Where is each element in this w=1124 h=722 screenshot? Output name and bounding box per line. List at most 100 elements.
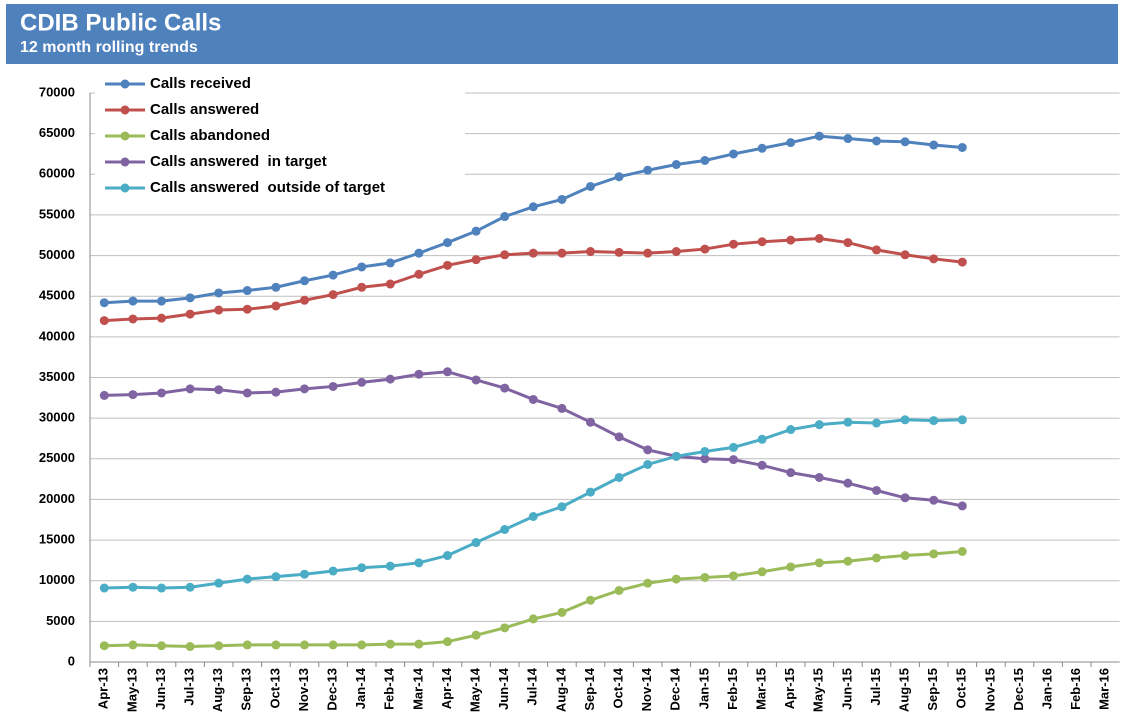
data-point: [185, 309, 195, 319]
data-point: [643, 459, 653, 469]
data-point: [271, 640, 281, 650]
legend-marker: [120, 131, 130, 141]
data-point: [385, 258, 395, 268]
data-point: [300, 295, 309, 305]
data-point: [185, 642, 195, 652]
data-point: [271, 301, 281, 311]
data-point: [557, 248, 567, 258]
data-point: [729, 149, 738, 159]
data-point: [414, 248, 424, 258]
data-point: [271, 387, 281, 397]
data-point: [528, 248, 538, 258]
data-point: [128, 582, 138, 592]
data-point: [757, 460, 767, 470]
data-point: [99, 390, 109, 400]
data-point: [700, 155, 710, 165]
data-point: [957, 546, 967, 556]
x-tick-label: Feb-16: [1068, 668, 1083, 710]
y-tick-label: 65000: [39, 125, 75, 140]
x-tick-label: Nov-14: [639, 667, 654, 711]
data-point: [929, 140, 939, 150]
y-tick-label: 50000: [39, 247, 75, 262]
data-point: [929, 254, 939, 264]
y-tick-label: 5000: [46, 613, 75, 628]
title-bar: [6, 4, 1118, 64]
legend-marker: [120, 183, 130, 193]
data-point: [157, 583, 166, 593]
x-tick-label: Mar-16: [1097, 668, 1112, 710]
data-point: [872, 553, 881, 563]
data-point: [900, 493, 910, 503]
data-point: [99, 316, 109, 326]
data-point: [500, 383, 510, 393]
chart-title: CDIB Public Calls: [20, 9, 221, 36]
data-point: [300, 569, 309, 579]
data-point: [872, 136, 881, 146]
x-tick-label: Sep-14: [582, 667, 597, 710]
data-point: [471, 226, 481, 236]
x-tick-label: Oct-15: [954, 668, 969, 708]
data-point: [929, 495, 939, 505]
data-point: [757, 434, 767, 444]
y-tick-label: 35000: [39, 369, 75, 384]
x-tick-label: Jun-15: [839, 668, 854, 710]
y-tick-label: 70000: [39, 84, 75, 99]
legend-label: Calls received: [150, 75, 251, 92]
x-tick-label: Mar-14: [410, 667, 425, 710]
data-point: [500, 212, 510, 222]
x-tick-label: Jul-14: [525, 667, 540, 705]
data-point: [957, 257, 967, 267]
data-point: [242, 574, 252, 584]
x-tick-label: Aug-13: [210, 668, 225, 712]
data-point: [528, 202, 538, 212]
data-point: [729, 239, 738, 249]
x-tick-label: Feb-15: [725, 668, 740, 710]
data-point: [271, 572, 281, 582]
data-point: [757, 567, 767, 577]
data-point: [328, 566, 338, 576]
y-tick-label: 20000: [39, 491, 75, 506]
data-point: [328, 270, 338, 280]
legend-marker: [120, 105, 130, 115]
x-tick-label: Jun-14: [496, 667, 511, 710]
data-point: [414, 269, 424, 279]
data-point: [328, 640, 338, 650]
data-point: [99, 298, 109, 308]
data-point: [214, 288, 224, 298]
data-point: [185, 582, 195, 592]
data-point: [957, 501, 967, 511]
data-point: [157, 313, 166, 323]
legend-label: Calls abandoned: [150, 127, 270, 144]
x-tick-label: Nov-13: [296, 668, 311, 711]
series-line: [104, 370, 963, 508]
data-point: [214, 578, 224, 588]
data-point: [557, 403, 567, 413]
legend-marker: [120, 79, 130, 89]
data-point: [729, 571, 738, 581]
data-point: [843, 478, 853, 488]
data-point: [700, 572, 710, 582]
data-point: [957, 415, 967, 425]
data-point: [328, 290, 338, 300]
data-point: [357, 640, 367, 650]
series-line: [104, 549, 963, 649]
legend: Calls received Calls answered Calls abando…: [95, 72, 465, 202]
data-point: [671, 574, 681, 584]
data-point: [900, 137, 910, 147]
data-point: [271, 282, 281, 292]
data-point: [872, 418, 881, 428]
data-point: [385, 561, 395, 571]
data-point: [99, 583, 109, 593]
data-point: [185, 293, 195, 303]
x-tick-label: Sep-15: [925, 668, 940, 711]
x-tick-label: Jul-13: [182, 668, 197, 706]
data-point: [586, 181, 595, 191]
data-point: [757, 237, 767, 247]
data-point: [614, 432, 624, 442]
data-point: [471, 255, 481, 265]
x-tick-label: Apr-13: [96, 668, 111, 709]
data-point: [586, 595, 595, 605]
data-point: [614, 472, 624, 482]
data-point: [128, 314, 138, 324]
